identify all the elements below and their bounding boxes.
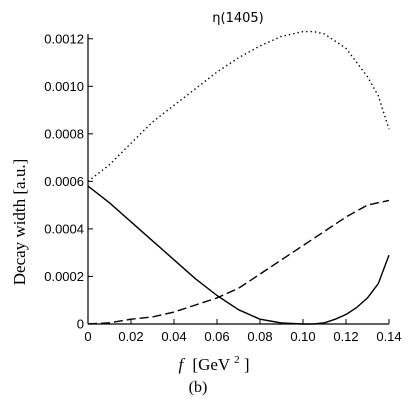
- x-tick-label: 0.14: [376, 329, 401, 344]
- x-axis-label-close: ]: [244, 355, 250, 374]
- x-axis-label-var: f: [178, 355, 185, 374]
- series-line-dotted: [87, 30, 390, 182]
- x-axis-label: f [GeV 2 ]: [178, 348, 249, 374]
- y-tick-label: 0.0010: [44, 79, 84, 94]
- x-tick-label: 0.06: [204, 329, 229, 344]
- x-tick-label: 0.04: [161, 329, 186, 344]
- y-tick-label: 0.0008: [44, 126, 84, 141]
- panel-label: (b): [189, 379, 208, 396]
- series-line-solid: [87, 185, 390, 325]
- ticks: 0 0.02 0.04 0.06 0.08 0.10 0.12 0.14 0 0.0002 0.00…: [44, 31, 401, 344]
- x-tick-label: 0.08: [247, 329, 272, 344]
- y-tick-label: 0.0012: [44, 31, 84, 46]
- x-tick-label: 0: [84, 329, 91, 344]
- y-tick-label: 0.0006: [44, 174, 84, 189]
- y-axis-label: Decay width [a.u.]: [10, 159, 29, 286]
- x-tick-label: 0.10: [290, 329, 315, 344]
- x-axis-label-exp: 2: [234, 354, 240, 366]
- axes: [87, 34, 389, 325]
- x-tick-label: 0.02: [118, 329, 143, 344]
- y-tick-label: 0.0004: [44, 221, 84, 236]
- y-tick-label: 0.0002: [44, 269, 84, 284]
- series-layer: [87, 30, 390, 325]
- y-tick-label: 0: [77, 317, 84, 332]
- chart-title: η(1405): [212, 11, 263, 26]
- x-axis-label-unit: [GeV: [192, 355, 230, 374]
- x-tick-label: 0.12: [333, 329, 358, 344]
- series-line-dashed: [87, 199, 390, 325]
